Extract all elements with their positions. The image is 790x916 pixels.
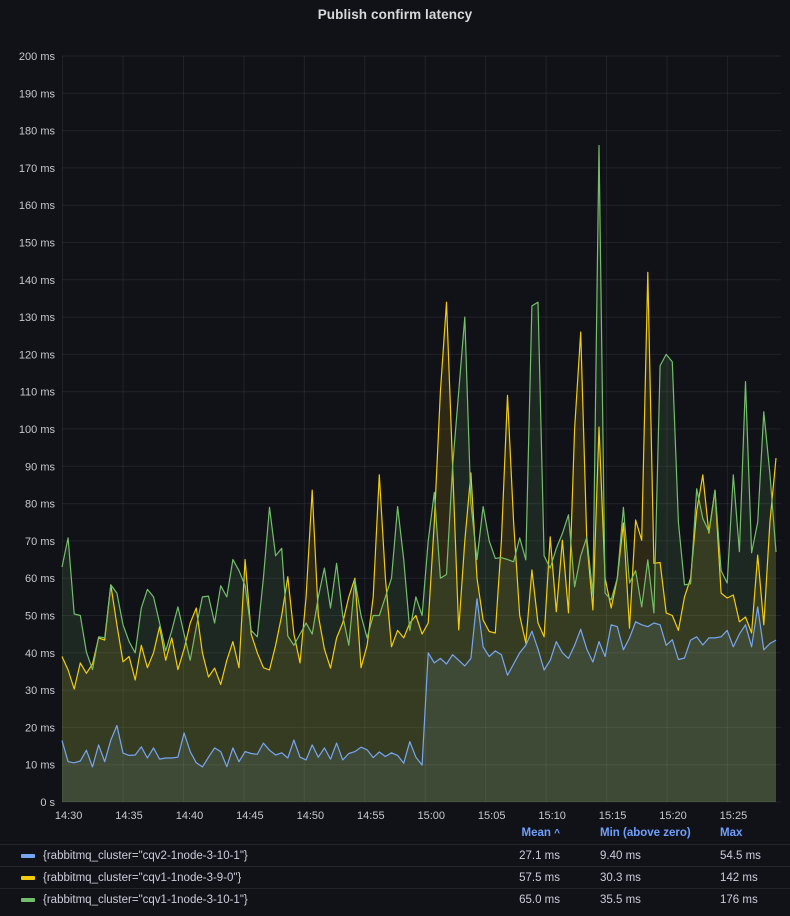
y-tick-label: 10 ms [25, 760, 55, 772]
x-tick-label: 14:55 [357, 810, 385, 822]
y-tick-label: 160 ms [19, 200, 56, 212]
mean-value: 27.1 ms [519, 849, 560, 862]
legend-row: {rabbitmq_cluster="cqv1-1node-3-10-1"} 6… [0, 888, 790, 910]
y-tick-label: 30 ms [25, 685, 55, 697]
x-tick-label: 15:00 [417, 810, 445, 822]
y-tick-label: 190 ms [19, 88, 56, 100]
x-tick-label: 15:15 [599, 810, 627, 822]
legend-sort-min[interactable]: Min (above zero) [600, 827, 691, 839]
series-label[interactable]: {rabbitmq_cluster="cqv1-1node-3-10-1"} [43, 893, 248, 906]
legend-row: {rabbitmq_cluster="cqv2-1node-3-10-1"} 2… [0, 844, 790, 866]
series-line [61, 144, 777, 671]
mean-value: 57.5 ms [519, 871, 560, 884]
x-tick-label: 14:50 [297, 810, 325, 822]
y-tick-label: 70 ms [25, 536, 55, 548]
y-tick-label: 120 ms [19, 349, 56, 361]
x-tick-label: 14:40 [176, 810, 204, 822]
series-label[interactable]: {rabbitmq_cluster="cqv2-1node-3-10-1"} [43, 849, 248, 862]
y-tick-label: 50 ms [25, 611, 55, 623]
x-tick-label: 14:35 [115, 810, 143, 822]
series-label[interactable]: {rabbitmq_cluster="cqv1-1node-3-9-0"} [43, 871, 242, 884]
legend-row: {rabbitmq_cluster="cqv1-1node-3-9-0"} 57… [0, 866, 790, 888]
y-tick-label: 90 ms [25, 461, 55, 473]
y-tick-label: 60 ms [25, 573, 55, 585]
y-tick-label: 140 ms [19, 275, 56, 287]
sort-ascending-icon: ^ [554, 828, 560, 839]
y-tick-label: 40 ms [25, 648, 55, 660]
y-tick-label: 0 s [40, 797, 55, 809]
x-tick-label: 15:25 [720, 810, 748, 822]
x-tick-label: 15:10 [538, 810, 566, 822]
series-color-swatch[interactable] [21, 853, 35, 858]
y-tick-label: 180 ms [19, 126, 56, 138]
y-tick-label: 150 ms [19, 238, 56, 250]
legend-sort-mean[interactable]: Mean ^ [450, 827, 560, 839]
x-tick-label: 15:20 [659, 810, 687, 822]
series-color-swatch[interactable] [21, 897, 35, 902]
mean-column-label: Mean [521, 827, 551, 839]
legend-header-row: Mean ^ Min (above zero) Max [0, 822, 790, 844]
max-value: 54.5 ms [720, 849, 761, 862]
y-tick-label: 20 ms [25, 722, 55, 734]
legend: Mean ^ Min (above zero) Max {rabbitmq_cl… [0, 822, 790, 910]
series-line [61, 598, 777, 768]
y-tick-label: 80 ms [25, 499, 55, 511]
y-tick-label: 200 ms [19, 51, 56, 63]
legend-sort-max[interactable]: Max [720, 827, 743, 839]
max-value: 142 ms [720, 871, 758, 884]
series-color-swatch[interactable] [21, 875, 35, 880]
series-fill [62, 145, 776, 802]
min-value: 35.5 ms [600, 893, 641, 906]
series-line [61, 271, 777, 690]
min-value: 30.3 ms [600, 871, 641, 884]
mean-value: 65.0 ms [519, 893, 560, 906]
series-fill [62, 272, 776, 802]
latency-chart[interactable]: 0 s 10 ms 20 ms 30 ms 40 ms 50 ms 60 ms 70 ms 80… [0, 0, 790, 822]
y-tick-label: 110 ms [20, 387, 56, 399]
series-fill [62, 598, 776, 802]
x-tick-label: 14:45 [236, 810, 264, 822]
y-tick-label: 170 ms [19, 163, 56, 175]
x-tick-label: 14:30 [55, 810, 83, 822]
max-value: 176 ms [720, 893, 758, 906]
x-tick-label: 15:05 [478, 810, 506, 822]
panel-title[interactable]: Publish confirm latency [317, 7, 473, 22]
min-value: 9.40 ms [600, 849, 641, 862]
y-tick-label: 100 ms [19, 424, 56, 436]
y-tick-label: 130 ms [19, 312, 56, 324]
